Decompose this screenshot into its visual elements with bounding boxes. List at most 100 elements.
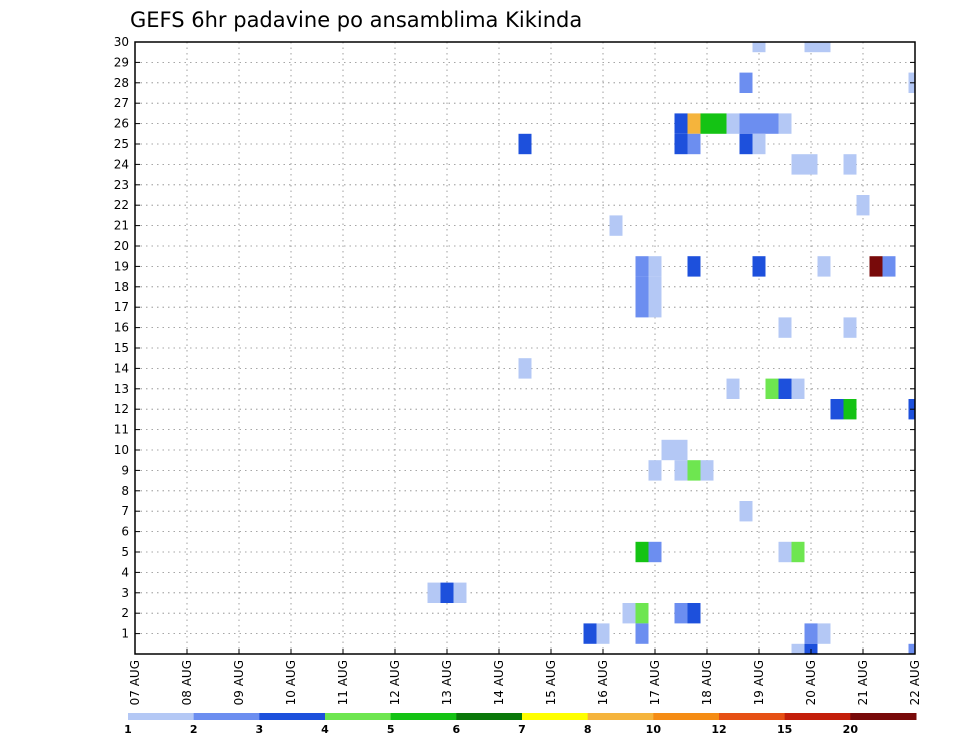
- precip-cell: [765, 113, 779, 134]
- y-axis-ticks: 1234567891011121314151617181920212223242…: [114, 35, 915, 641]
- precip-cell: [843, 399, 857, 420]
- precip-cell: [752, 256, 766, 277]
- x-tick-label: 20 AUG: [804, 660, 818, 705]
- precip-cell: [700, 460, 714, 481]
- x-tick-label: 10 AUG: [284, 660, 298, 705]
- precip-cell: [739, 72, 753, 93]
- x-tick-label: 16 AUG: [596, 660, 610, 705]
- precip-cell: [739, 133, 753, 155]
- colorbar-swatch: [850, 713, 917, 720]
- precip-cell: [804, 154, 818, 175]
- y-tick-label: 29: [114, 55, 129, 69]
- precip-cell: [648, 256, 662, 277]
- colorbar-swatch: [522, 713, 589, 720]
- y-tick-label: 9: [121, 463, 129, 477]
- y-tick-label: 17: [114, 300, 129, 314]
- precip-cell: [674, 603, 688, 624]
- colorbar-label: 20: [843, 723, 859, 736]
- precip-cell: [609, 215, 623, 236]
- y-tick-label: 25: [114, 137, 129, 151]
- precipitation-cells: [427, 42, 915, 654]
- x-tick-label: 08 AUG: [180, 660, 194, 705]
- x-tick-label: 17 AUG: [648, 660, 662, 705]
- precip-cell: [804, 623, 818, 644]
- y-tick-label: 7: [121, 504, 129, 518]
- colorbar-swatch: [325, 713, 392, 720]
- precip-cell: [804, 42, 818, 53]
- x-tick-label: 14 AUG: [492, 660, 506, 705]
- precip-cell: [674, 460, 688, 481]
- precip-cell: [687, 113, 701, 134]
- precip-cell: [882, 256, 896, 277]
- colorbar-label: 5: [387, 723, 395, 736]
- precip-cell: [804, 643, 818, 654]
- precip-cell: [674, 113, 688, 134]
- precip-cell: [700, 113, 714, 134]
- y-tick-label: 24: [114, 157, 129, 171]
- precip-cell: [765, 378, 779, 399]
- precip-cell: [635, 256, 649, 277]
- x-tick-label: 21 AUG: [856, 660, 870, 705]
- precip-cell: [752, 42, 766, 53]
- y-tick-label: 22: [114, 198, 129, 212]
- precip-cell: [440, 582, 454, 603]
- x-tick-label: 07 AUG: [128, 660, 142, 705]
- x-axis-ticks: 07 AUG 08 AUG 09 AUG 10 AUG 11 AUG 12 AUG 13 A…: [128, 649, 922, 705]
- y-tick-label: 12: [114, 402, 129, 416]
- precip-cell: [843, 317, 857, 338]
- colorbar-label: 6: [453, 723, 461, 736]
- colorbar-swatch: [653, 713, 720, 720]
- precip-cell: [752, 113, 766, 134]
- precip-cell: [739, 113, 753, 134]
- precip-cell: [648, 460, 662, 481]
- y-tick-label: 13: [114, 382, 129, 396]
- colorbar-label: 10: [646, 723, 662, 736]
- precip-cell: [635, 541, 649, 563]
- y-tick-label: 16: [114, 321, 129, 335]
- y-tick-label: 23: [114, 178, 129, 192]
- precip-cell: [622, 603, 636, 624]
- precip-cell: [791, 378, 805, 399]
- x-tick-label: 13 AUG: [440, 660, 454, 705]
- precip-cell: [739, 501, 753, 522]
- colorbar-label: 7: [518, 723, 526, 736]
- y-tick-label: 14: [114, 361, 129, 375]
- precip-cell: [648, 541, 662, 563]
- precip-cell: [687, 460, 701, 481]
- y-tick-label: 10: [114, 443, 129, 457]
- y-tick-label: 2: [121, 606, 129, 620]
- y-tick-label: 8: [121, 484, 129, 498]
- precip-cell: [453, 582, 467, 603]
- precip-cell: [778, 378, 792, 399]
- precip-cell: [752, 133, 766, 155]
- colorbar-swatch: [390, 713, 457, 720]
- y-tick-label: 26: [114, 117, 129, 131]
- colorbar-swatch: [784, 713, 851, 720]
- y-tick-label: 18: [114, 280, 129, 294]
- y-tick-label: 3: [121, 586, 129, 600]
- precip-cell: [635, 623, 649, 644]
- precip-cell: [791, 643, 805, 654]
- precip-cell: [843, 154, 857, 175]
- chart-title: GEFS 6hr padavine po ansamblima Kikinda: [130, 8, 582, 32]
- y-tick-label: 19: [114, 259, 129, 273]
- precip-cell: [661, 439, 675, 461]
- y-tick-label: 30: [114, 35, 129, 49]
- x-tick-label: 18 AUG: [700, 660, 714, 705]
- precip-cell: [713, 113, 727, 134]
- colorbar-swatch: [128, 713, 195, 720]
- x-tick-label: 11 AUG: [336, 660, 350, 705]
- precip-cell: [817, 623, 831, 644]
- precip-cell: [791, 541, 805, 563]
- precip-cell: [856, 195, 870, 216]
- y-tick-label: 1: [121, 627, 129, 641]
- precip-cell: [791, 154, 805, 175]
- x-tick-label: 12 AUG: [388, 660, 402, 705]
- x-tick-label: 15 AUG: [544, 660, 558, 705]
- precip-cell: [687, 603, 701, 624]
- colorbar-swatch: [193, 713, 260, 720]
- precip-cell: [817, 256, 831, 277]
- precip-cell: [635, 603, 649, 624]
- colorbar-label: 4: [321, 723, 329, 736]
